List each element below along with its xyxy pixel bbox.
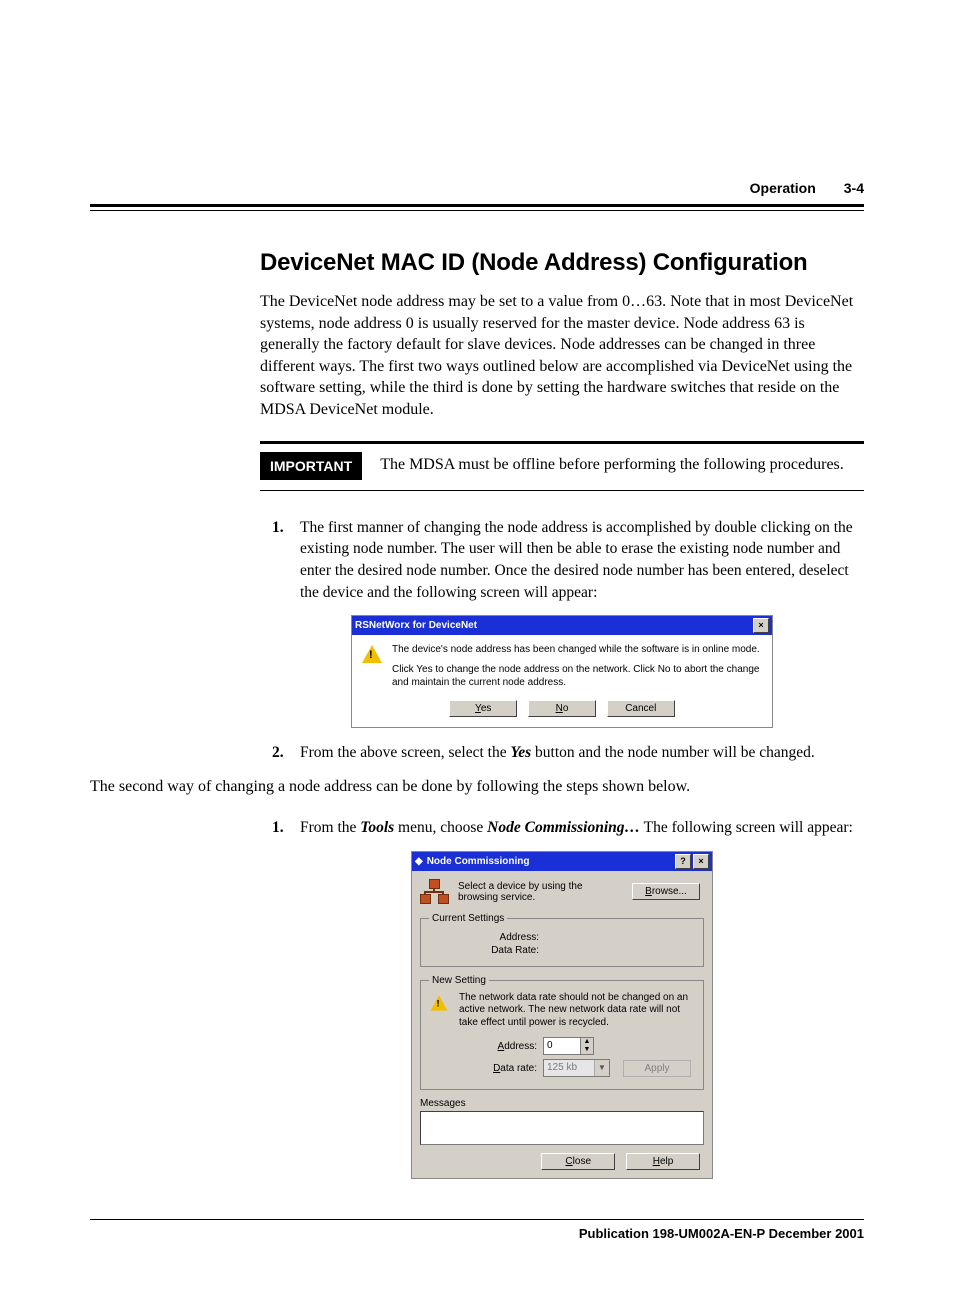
chevron-down-icon[interactable]: ▼ <box>594 1060 609 1076</box>
dialog1-title: RSNetWorx for DeviceNet <box>355 620 477 631</box>
yes-label-rest: es <box>481 703 492 714</box>
dialog1-msg-line2: Click Yes to change the node address on … <box>392 663 762 690</box>
select-device-text: Select a device by using the browsing se… <box>458 881 620 903</box>
header-section: Operation <box>750 180 816 196</box>
current-rate-label: Data Rate: <box>429 945 539 956</box>
dialog-rsnetworx: RSNetWorx for DeviceNet × The device's n… <box>351 615 773 728</box>
dialog1-button-row: Yes No Cancel <box>352 694 772 727</box>
spin-down-icon[interactable]: ▼ <box>580 1046 593 1054</box>
close-button[interactable]: Close <box>541 1153 615 1170</box>
footer-text: Publication 198-UM002A-EN-P December 200… <box>90 1220 864 1241</box>
warning-icon <box>431 995 448 1010</box>
dialog1-message: The device's node address has been chang… <box>392 643 762 690</box>
section-title: DeviceNet MAC ID (Node Address) Configur… <box>260 249 864 277</box>
steps-list-a2: From the above screen, select the Yes bu… <box>260 742 864 764</box>
header-rule <box>90 204 864 211</box>
intro-paragraph: The DeviceNet node address may be set to… <box>260 291 864 421</box>
dialog2-top-row: Select a device by using the browsing se… <box>420 879 704 905</box>
important-label: IMPORTANT <box>260 452 362 480</box>
spin-up-icon[interactable]: ▲ <box>580 1038 593 1046</box>
messages-label: Messages <box>420 1098 704 1109</box>
step-a2: From the above screen, select the Yes bu… <box>260 742 864 764</box>
browse-button[interactable]: Browse... <box>632 883 700 900</box>
step-b1-suffix: The following screen will appear: <box>640 819 853 836</box>
step-a2-suffix: button and the node number will be chang… <box>531 744 815 761</box>
close-icon[interactable]: × <box>753 618 769 633</box>
dialog2-title: Node Commissioning <box>427 856 675 867</box>
step-b1-prefix: From the <box>300 819 360 836</box>
address-spinbox[interactable]: 0 ▲▼ <box>543 1037 594 1055</box>
page: Operation 3-4 DeviceNet MAC ID (Node Add… <box>0 0 954 1301</box>
no-button[interactable]: No <box>528 700 596 717</box>
steps-list-a: The first manner of changing the node ad… <box>260 517 864 604</box>
dialog2-titlebar: ◆ Node Commissioning ? × <box>412 852 712 871</box>
between-paragraph: The second way of changing a node addres… <box>90 776 864 798</box>
dialog1-titlebar: RSNetWorx for DeviceNet × <box>352 616 772 635</box>
datarate-field-label: Data rate: <box>429 1063 537 1074</box>
steps-list-b: From the Tools menu, choose Node Commiss… <box>260 817 864 839</box>
current-settings-legend: Current Settings <box>429 913 507 924</box>
step-b1-nc: Node Commissioning… <box>487 819 640 836</box>
new-setting-legend: New Setting <box>429 975 489 986</box>
step-b1-mid: menu, choose <box>394 819 487 836</box>
messages-box <box>420 1111 704 1145</box>
network-icon <box>420 879 450 905</box>
datarate-value: 125 kb <box>544 1060 594 1076</box>
warning-icon <box>362 645 382 663</box>
important-block: IMPORTANT The MDSA must be offline befor… <box>260 441 864 491</box>
new-setting-group: New Setting The network data rate should… <box>420 975 704 1091</box>
running-header: Operation 3-4 <box>90 180 864 204</box>
close-icon[interactable]: × <box>693 854 709 869</box>
step-b1-tools: Tools <box>360 819 394 836</box>
dialog2-button-row: Close Help <box>420 1153 704 1170</box>
dialog1-msg-line1: The device's node address has been chang… <box>392 643 762 657</box>
help-icon[interactable]: ? <box>675 854 691 869</box>
current-settings-group: Current Settings Address: Data Rate: <box>420 913 704 967</box>
apply-button: Apply <box>623 1060 691 1077</box>
step-a1: The first manner of changing the node ad… <box>260 517 864 604</box>
new-setting-warning: The network data rate should not be chan… <box>459 992 695 1030</box>
app-icon: ◆ <box>415 856 423 867</box>
address-value: 0 <box>544 1038 580 1054</box>
yes-button[interactable]: Yes <box>449 700 517 717</box>
step-a2-prefix: From the above screen, select the <box>300 744 510 761</box>
address-field-label: Address: <box>429 1041 537 1052</box>
help-button[interactable]: Help <box>626 1153 700 1170</box>
dialog-node-commissioning: ◆ Node Commissioning ? × Select a device… <box>411 851 713 1180</box>
datarate-combobox[interactable]: 125 kb ▼ <box>543 1059 610 1077</box>
step-a2-yes: Yes <box>510 744 531 761</box>
header-page: 3-4 <box>844 180 864 196</box>
cancel-button[interactable]: Cancel <box>607 700 675 717</box>
current-address-label: Address: <box>429 932 539 943</box>
important-text: The MDSA must be offline before performi… <box>380 452 844 480</box>
step-b1: From the Tools menu, choose Node Commiss… <box>260 817 864 839</box>
